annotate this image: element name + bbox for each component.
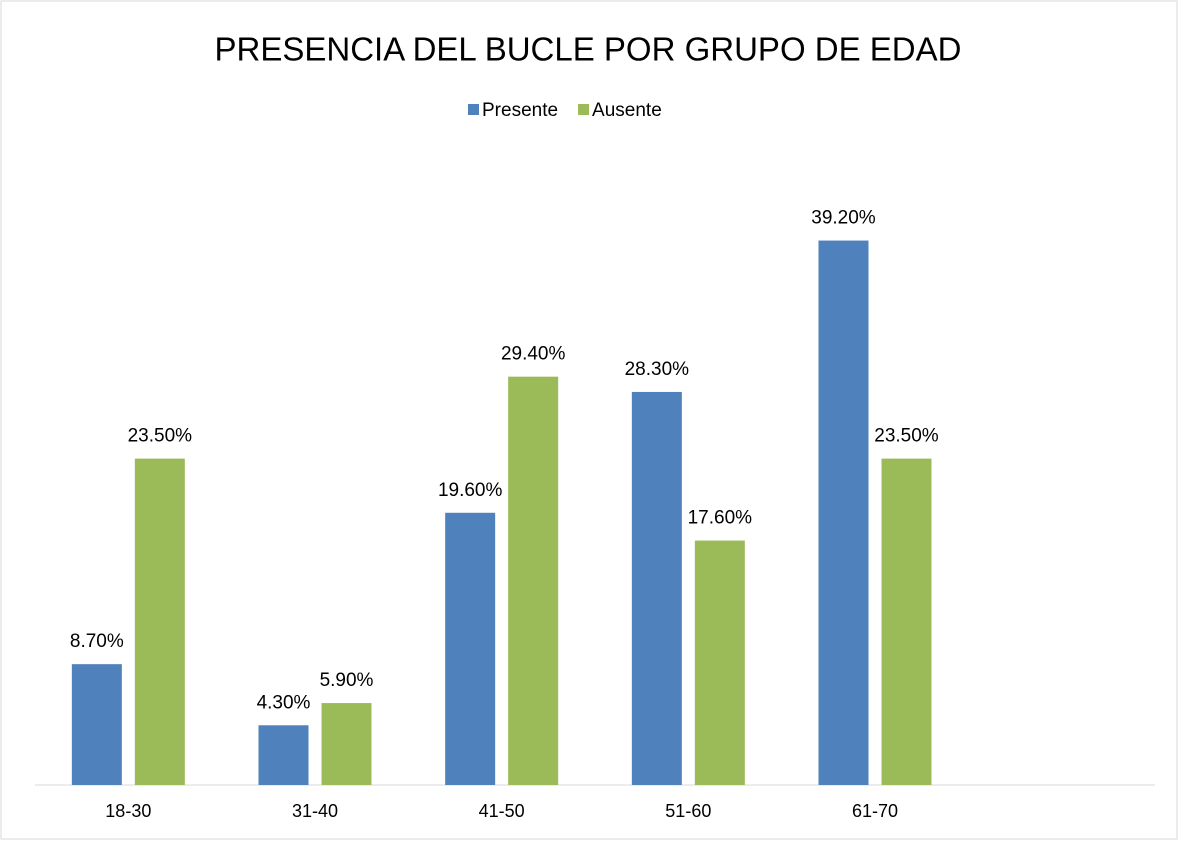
data-label: 23.50% bbox=[128, 426, 193, 447]
data-label: 8.70% bbox=[70, 631, 124, 652]
data-label: 29.40% bbox=[501, 344, 566, 365]
data-label: 19.60% bbox=[438, 480, 503, 501]
bar bbox=[881, 458, 932, 785]
bar bbox=[694, 540, 745, 785]
bar bbox=[445, 512, 496, 785]
x-tick-label: 31-40 bbox=[292, 801, 338, 821]
bar bbox=[134, 458, 185, 785]
data-label: 39.20% bbox=[811, 208, 876, 229]
x-tick-label: 51-60 bbox=[665, 801, 711, 821]
data-label: 4.30% bbox=[257, 692, 311, 713]
x-tick-label: 61-70 bbox=[852, 801, 898, 821]
data-label: 23.50% bbox=[874, 426, 939, 447]
bar bbox=[258, 725, 309, 785]
bar bbox=[321, 703, 372, 785]
x-tick-label: 41-50 bbox=[479, 801, 525, 821]
legend-swatch bbox=[578, 104, 590, 115]
bar bbox=[818, 240, 869, 786]
legend-swatch bbox=[468, 104, 479, 115]
legend-label: Presente bbox=[482, 100, 558, 121]
legend-label: Ausente bbox=[592, 100, 662, 121]
bar bbox=[71, 664, 122, 785]
data-label: 28.30% bbox=[625, 359, 690, 380]
x-tick-label: 18-30 bbox=[105, 801, 151, 821]
data-label: 5.90% bbox=[320, 670, 374, 691]
bar bbox=[631, 391, 682, 785]
data-label: 17.60% bbox=[688, 508, 753, 529]
bar bbox=[508, 376, 559, 785]
chart-title: PRESENCIA DEL BUCLE POR GRUPO DE EDAD bbox=[215, 31, 962, 68]
